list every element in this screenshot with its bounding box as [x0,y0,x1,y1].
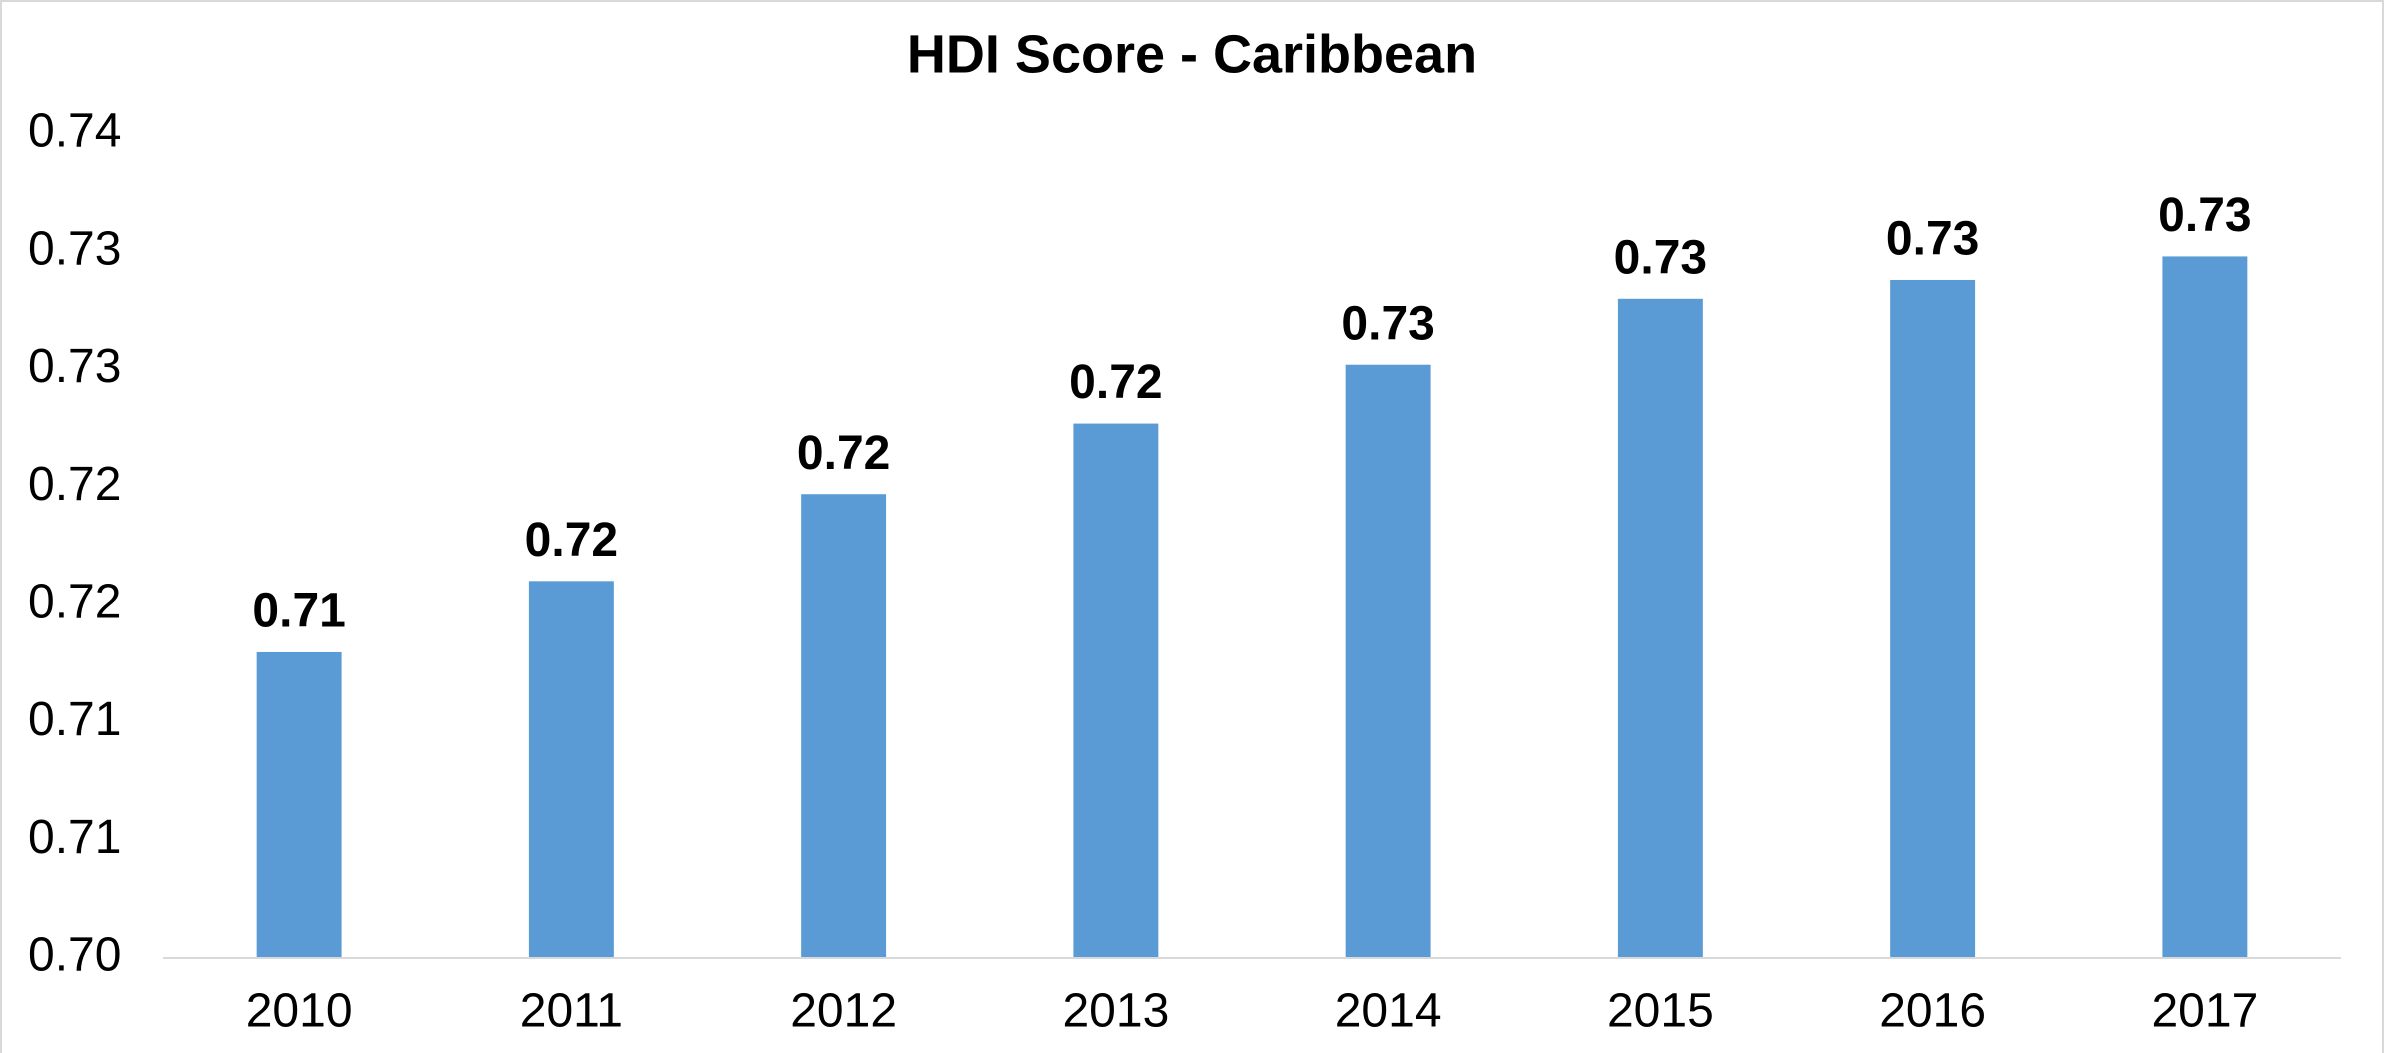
y-tick-label: 0.72 [28,576,121,629]
x-tick-label: 2015 [1607,985,1714,1038]
x-tick-label: 2014 [1335,985,1442,1038]
y-tick-label: 0.73 [28,340,121,393]
y-tick-label: 0.74 [28,105,121,158]
data-label: 0.72 [797,427,890,480]
x-tick-label: 2017 [2151,985,2258,1038]
x-tick-label: 2012 [790,985,897,1038]
bar [1073,423,1159,958]
data-label: 0.72 [525,514,618,567]
bar [1617,298,1703,958]
y-tick-label: 0.72 [28,458,121,511]
bar [528,581,614,958]
chart-title: HDI Score - Caribbean [907,24,1477,84]
data-label: 0.72 [1069,356,1162,409]
data-label: 0.73 [2158,189,2251,242]
x-tick-label: 2011 [520,985,623,1038]
data-label: 0.71 [252,585,345,638]
data-label: 0.73 [1886,213,1979,266]
bar [1890,279,1976,959]
data-label: 0.73 [1614,231,1707,284]
data-label: 0.73 [1341,297,1434,350]
y-tick-label: 0.70 [28,929,121,982]
x-tick-label: 2010 [246,985,353,1038]
y-tick-label: 0.71 [28,693,121,746]
bar [801,494,887,958]
bar [1345,364,1431,959]
y-tick-label: 0.71 [28,811,121,864]
bar [2162,256,2248,958]
x-tick-label: 2013 [1062,985,1169,1038]
x-tick-label: 2016 [1879,985,1986,1038]
y-tick-label: 0.73 [28,222,121,275]
bar [256,651,342,958]
